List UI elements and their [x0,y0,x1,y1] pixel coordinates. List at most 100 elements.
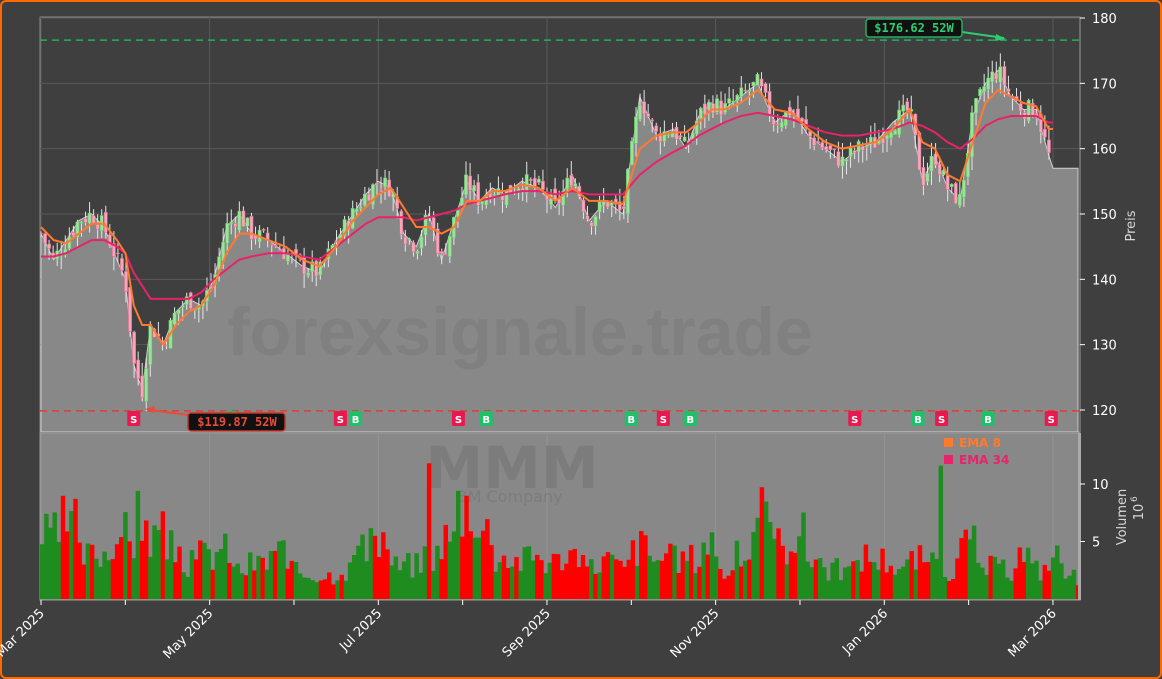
volume-bar [114,544,120,599]
volume-bar [876,569,881,599]
candle-body [925,173,930,182]
volume-bar [560,570,565,599]
svg-text:B: B [687,415,695,426]
volume-bar [1017,547,1023,599]
volume-bar [593,573,598,599]
candle-body [569,174,574,186]
volume-bar [530,560,536,599]
ema34-line [41,111,1053,300]
volume-bar [131,558,136,599]
candle-body [229,221,234,225]
candle-body [970,112,974,158]
candle-body [245,217,250,227]
volume-bar [460,536,465,599]
candle-body [901,104,906,112]
volume-bar [447,541,453,599]
volume-bar [930,552,935,599]
volume-bar [372,535,378,599]
candle-body [172,312,177,325]
price-y-ticks: 120 130 140 150 160 170 180 [1080,12,1117,419]
candle-body [103,211,108,233]
volume-bar [293,562,299,599]
volume-bar [722,578,727,599]
candle-body [144,368,149,402]
watermark: forexsignale.trade [227,294,813,370]
candle-body [715,98,719,113]
volume-bar [768,522,773,599]
volume-bar [214,551,220,599]
volume-bar [198,540,203,599]
svg-text:B: B [482,415,490,426]
candle-body [480,200,485,205]
volume-bar [913,569,919,599]
legend-label: EMA 34 [959,453,1009,467]
candle-body [670,131,675,138]
volume-bar [701,542,706,599]
volume-bar [535,554,540,599]
candle-body [468,175,472,191]
volume-bar [751,532,756,599]
volume-bar [48,527,53,599]
volume-bar [992,556,998,599]
svg-text:10: 10 [1132,504,1147,521]
candle-body [893,130,897,135]
volume-bar [539,560,544,599]
volume-bar [1042,564,1048,599]
x-tick-label: Nov 2025 [668,606,723,661]
volume-bar [1005,577,1010,599]
volume-bar [397,570,403,599]
volume-bar [501,555,507,599]
candle-body [43,233,47,244]
candle-body [711,103,715,114]
volume-bar [81,564,87,599]
candle-body [51,252,55,256]
candle-body [654,125,659,132]
volume-bar [231,566,236,599]
candle-body [642,101,646,115]
volume-bar [44,513,49,599]
candle-body [354,208,359,212]
candle-body [334,240,339,243]
candle-body [524,174,529,194]
svg-text:S: S [938,415,945,426]
candle-body [561,190,566,206]
candle-body [492,193,497,196]
price-tick-label: 170 [1092,77,1117,92]
candle-body [342,219,347,237]
volume-bar [364,561,369,599]
volume-bar [381,532,386,599]
candle-body [958,194,962,206]
volume-bar [239,573,245,599]
volume-bar [934,558,939,599]
candle-body [1006,88,1011,92]
volume-bar [314,582,320,599]
candle-body [634,116,638,144]
volume-bar [243,575,249,599]
volume-bar [331,584,336,599]
volume-bar [248,552,253,599]
price-tick-label: 120 [1092,404,1117,419]
volume-tick-label: 5 [1092,536,1100,551]
volume-bar [476,537,482,599]
candle-body [362,193,367,206]
candle-body [702,103,707,115]
volume-bar [609,554,615,599]
volume-bar [664,553,669,599]
candle-body [411,242,416,253]
candle-body [431,217,436,230]
candle-body [889,132,893,139]
volume-bar [227,562,232,599]
volume-bar [343,580,349,599]
volume-bar [52,512,57,599]
volume-bar [173,562,178,599]
price-tick-label: 180 [1092,12,1117,27]
candle-body [1026,99,1031,122]
candle-body [439,251,444,254]
volume-bar [668,543,673,599]
candle-body [164,344,169,347]
volume-y-ticks: 5 10 [1080,478,1109,551]
volume-bar [256,555,261,599]
volume-bar [60,495,66,599]
volume-bar [905,559,910,599]
candle-body [816,141,821,144]
